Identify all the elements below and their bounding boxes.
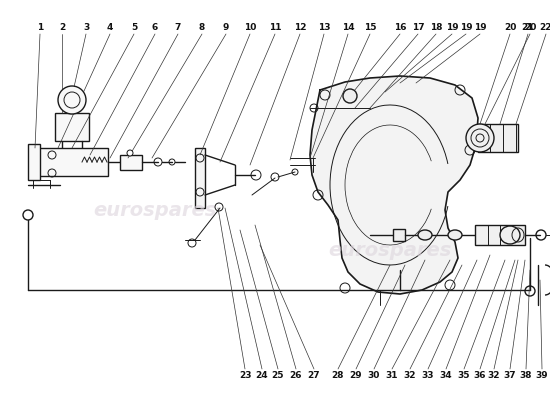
Circle shape	[343, 89, 357, 103]
Text: 5: 5	[131, 24, 137, 32]
Text: 15: 15	[364, 24, 376, 32]
Text: 25: 25	[272, 370, 284, 380]
Text: 19: 19	[474, 24, 486, 32]
Text: 19: 19	[446, 24, 458, 32]
Text: 28: 28	[332, 370, 344, 380]
Text: 23: 23	[239, 370, 251, 380]
Text: 36: 36	[474, 370, 486, 380]
Text: 32: 32	[488, 370, 501, 380]
Ellipse shape	[500, 226, 520, 244]
Text: 38: 38	[520, 370, 532, 380]
Text: 1: 1	[37, 24, 43, 32]
Text: 31: 31	[386, 370, 398, 380]
Bar	[38, 148, 108, 176]
Bar	[55, 113, 89, 141]
Text: 24: 24	[256, 370, 268, 380]
Text: 11: 11	[269, 24, 281, 32]
Circle shape	[58, 86, 86, 114]
Ellipse shape	[418, 230, 432, 240]
Text: 32: 32	[404, 370, 416, 380]
Circle shape	[127, 150, 133, 156]
Bar	[28, 144, 40, 180]
Text: 19: 19	[460, 24, 472, 32]
Text: 8: 8	[199, 24, 205, 32]
Text: 9: 9	[223, 24, 229, 32]
Text: eurospares: eurospares	[94, 200, 217, 220]
Bar	[393, 229, 405, 241]
Text: 12: 12	[294, 24, 306, 32]
Text: 21: 21	[522, 24, 534, 32]
Polygon shape	[310, 76, 478, 294]
Text: 22: 22	[540, 24, 550, 32]
Text: 27: 27	[307, 370, 320, 380]
Text: 16: 16	[394, 24, 406, 32]
Text: 10: 10	[244, 24, 256, 32]
Text: 33: 33	[422, 370, 435, 380]
Bar	[478, 124, 518, 152]
Text: 4: 4	[107, 24, 113, 32]
Text: 20: 20	[504, 24, 516, 32]
Text: 37: 37	[504, 370, 516, 380]
Text: 7: 7	[175, 24, 181, 32]
Text: 13: 13	[318, 24, 330, 32]
Ellipse shape	[448, 230, 462, 240]
Text: 17: 17	[412, 24, 424, 32]
Text: 20: 20	[524, 24, 536, 32]
Text: 39: 39	[536, 370, 548, 380]
Text: 35: 35	[458, 370, 470, 380]
Text: 3: 3	[83, 24, 89, 32]
Text: 18: 18	[430, 24, 442, 32]
Bar	[120, 155, 142, 170]
Text: 26: 26	[290, 370, 303, 380]
Text: 29: 29	[350, 370, 362, 380]
Text: 6: 6	[152, 24, 158, 32]
Text: 30: 30	[368, 370, 380, 380]
Text: 34: 34	[439, 370, 452, 380]
Bar	[475, 225, 525, 245]
Text: 2: 2	[59, 24, 65, 32]
Bar	[195, 148, 205, 208]
Text: 14: 14	[342, 24, 354, 32]
Text: eurospares: eurospares	[328, 240, 452, 260]
Ellipse shape	[466, 124, 494, 152]
